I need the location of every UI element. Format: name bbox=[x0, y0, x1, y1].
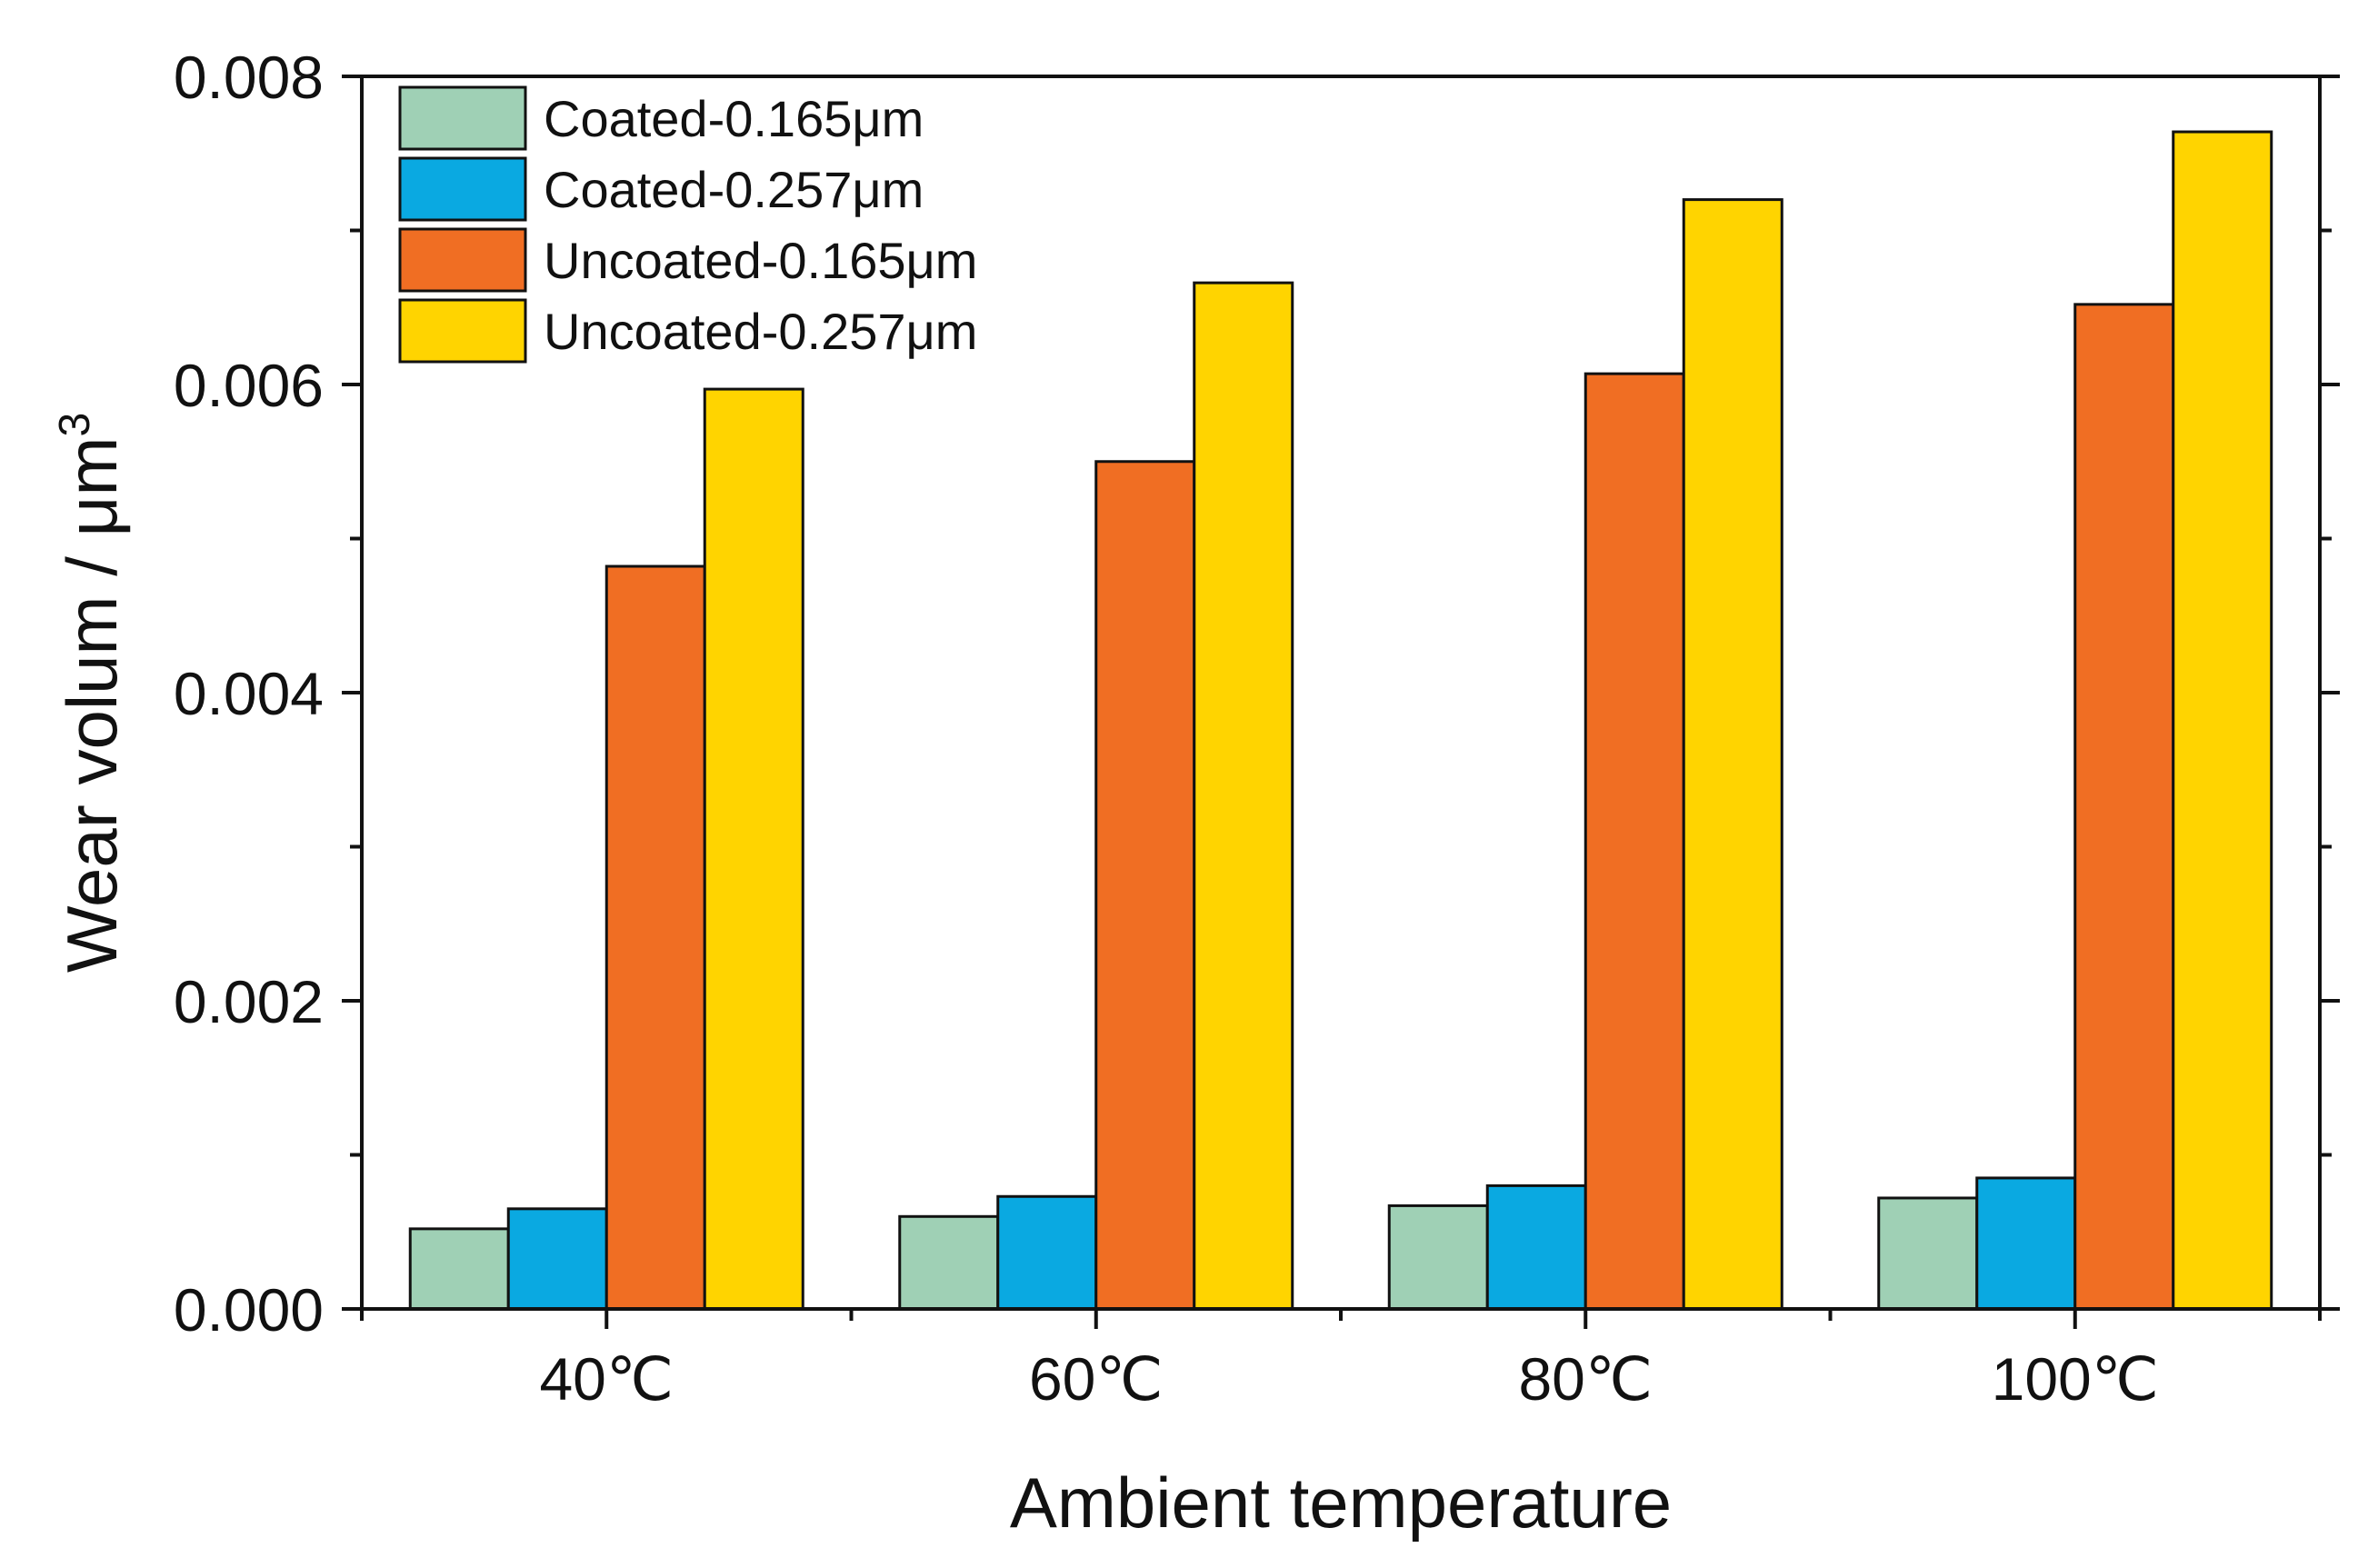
x-axis-label: Ambient temperature bbox=[1010, 1463, 1672, 1543]
bars-layer bbox=[408, 130, 2273, 1311]
y-axis-label-text: Wear volum / μm bbox=[52, 437, 132, 974]
bar-coated-0-165-m-3 bbox=[1877, 1196, 1979, 1311]
legend: Coated-0.165μm Coated-0.257μm Uncoated-0.1… bbox=[398, 85, 977, 364]
ticks-layer: 0.000 0.002 0.004 0.006 0.008 40℃ 60℃ 80℃ 100℃ bbox=[174, 44, 2340, 1413]
bar-coated-0-165-m-1 bbox=[898, 1214, 1000, 1311]
bar-coated-0-257-m-3 bbox=[1975, 1176, 2077, 1311]
bar-coated-0-257-m-2 bbox=[1485, 1183, 1587, 1311]
x-tick-label: 60℃ bbox=[1029, 1345, 1164, 1413]
legend-swatch bbox=[398, 227, 527, 293]
bar-coated-0-257-m-1 bbox=[996, 1194, 1098, 1311]
bar-uncoated-0-257-m-1 bbox=[1193, 281, 1294, 1311]
bar-uncoated-0-165-m-2 bbox=[1584, 372, 1685, 1311]
bar-uncoated-0-165-m-3 bbox=[2073, 303, 2175, 1311]
y-tick-label: 0.002 bbox=[174, 968, 324, 1035]
legend-swatch bbox=[398, 156, 527, 222]
legend-swatch bbox=[398, 85, 527, 151]
legend-swatch bbox=[398, 298, 527, 364]
bar-uncoated-0-165-m-0 bbox=[604, 564, 706, 1311]
legend-label: Coated-0.165μm bbox=[544, 90, 924, 147]
x-tick-label: 80℃ bbox=[1518, 1345, 1653, 1413]
bar-coated-0-257-m-0 bbox=[506, 1207, 608, 1311]
legend-label: Uncoated-0.257μm bbox=[544, 303, 977, 360]
bar-coated-0-165-m-0 bbox=[408, 1227, 510, 1311]
legend-label: Uncoated-0.165μm bbox=[544, 232, 977, 289]
bar-coated-0-165-m-2 bbox=[1387, 1203, 1489, 1311]
x-tick-label: 100℃ bbox=[1992, 1345, 2159, 1413]
bar-uncoated-0-257-m-2 bbox=[1682, 198, 1784, 1311]
y-tick-label: 0.008 bbox=[174, 44, 324, 111]
bar-uncoated-0-165-m-1 bbox=[1094, 460, 1196, 1311]
x-tick-label: 40℃ bbox=[539, 1345, 674, 1413]
y-axis-label: Wear volum / μm3 bbox=[51, 413, 132, 973]
y-tick-label: 0.006 bbox=[174, 352, 324, 419]
y-tick-label: 0.004 bbox=[174, 660, 324, 727]
legend-label: Coated-0.257μm bbox=[544, 161, 924, 218]
bar-uncoated-0-257-m-0 bbox=[703, 387, 804, 1311]
y-tick-label: 0.000 bbox=[174, 1276, 324, 1343]
bar-uncoated-0-257-m-3 bbox=[2172, 130, 2273, 1311]
y-axis-label-superscript: 3 bbox=[51, 413, 99, 437]
